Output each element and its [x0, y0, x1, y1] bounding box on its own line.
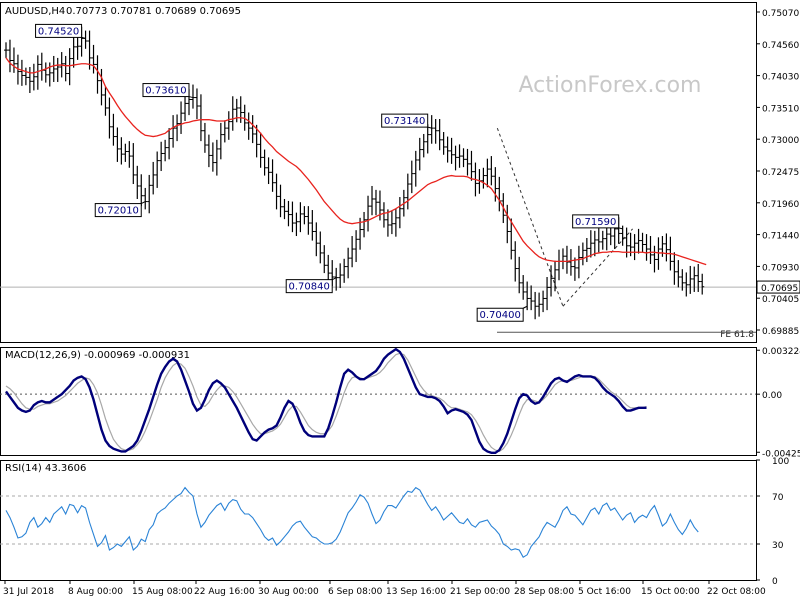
rsi-y-label: 100 [772, 457, 789, 467]
rsi-y-label: 70 [772, 493, 784, 503]
callout-box [285, 279, 333, 294]
callout-label: 0.70840 [289, 282, 330, 293]
projection-line [562, 228, 633, 307]
price-y-label: 0.75070 [762, 9, 799, 19]
price-y-label: 0.71960 [762, 200, 799, 210]
callout-box [35, 23, 83, 38]
price-y-label: 0.69885 [762, 327, 799, 337]
macd-y-label: 0.003224 [762, 347, 800, 357]
price-callout: 0.74520 [35, 23, 86, 39]
rsi-title: RSI(14) 43.3606 [5, 463, 86, 474]
macd-y-label: -0.004259 [762, 449, 800, 459]
price-y-label: 0.71440 [762, 232, 799, 242]
price-y-label: 0.74560 [762, 41, 799, 51]
callout-leader [188, 96, 194, 99]
last-price-marker [756, 280, 800, 294]
x-label: 30 Aug 00:00 [258, 587, 319, 597]
price-y-label: 0.72475 [762, 168, 799, 178]
macd-y-label: 0.00 [762, 391, 782, 401]
callout-label: 0.72010 [98, 206, 139, 217]
callout-box [142, 83, 190, 98]
symbol-label: AUDUSD,H4 [5, 6, 65, 17]
x-label: 15 Aug 08:00 [132, 587, 193, 597]
rsi-frame [0, 460, 757, 581]
projection-line [496, 127, 564, 307]
x-label: 6 Sep 08:00 [328, 587, 383, 597]
callout-leader [618, 227, 623, 230]
x-label: 22 Oct 08:00 [707, 587, 766, 597]
x-label: 22 Aug 16:00 [194, 587, 255, 597]
moving-average-line [5, 57, 707, 266]
rsi-panel [0, 486, 756, 558]
callout-label: 0.70400 [479, 310, 520, 321]
fib-label: FE 61.8 [720, 330, 754, 340]
callout-leader [141, 201, 146, 205]
x-label: 8 Aug 00:00 [68, 587, 123, 597]
macd-panel [0, 347, 756, 455]
price-y-label: 0.70405 [762, 295, 799, 305]
callout-leader [522, 305, 528, 309]
callout-label: 0.71590 [575, 217, 616, 228]
callout-box [94, 203, 142, 218]
macd-frame [0, 347, 757, 456]
callout-label: 0.73140 [384, 116, 425, 127]
price-panel: 0.74520 0.73610 0.72010 0.73140 0.70840 0.715… [0, 23, 756, 333]
watermark: ActionForex.com [519, 73, 702, 98]
price-y-label: 0.74030 [762, 73, 799, 83]
callout-box [476, 307, 524, 322]
callout-label: 0.73610 [145, 86, 186, 97]
macd-title: MACD(12,26,9) -0.000969 -0.000931 [5, 350, 190, 361]
rsi-y-label: 0 [772, 577, 778, 587]
x-label: 28 Sep 08:00 [514, 587, 574, 597]
rsi-y-label: 30 [772, 541, 784, 551]
price-callout: 0.73140 [381, 113, 432, 129]
callout-leader [427, 126, 432, 129]
callout-box [572, 214, 620, 229]
x-label: 13 Sep 16:00 [386, 587, 446, 597]
price-y-label: 0.73510 [762, 104, 799, 114]
price-y-label: 0.70930 [762, 263, 799, 273]
price-y-label: 0.73000 [762, 136, 799, 146]
price-callout: 0.70840 [285, 277, 337, 294]
x-label: 15 Oct 00:00 [641, 587, 700, 597]
panel-frames [0, 2, 757, 581]
macd-line [5, 347, 647, 455]
ohlc-label: 0.70773 0.70781 0.70689 0.70695 [66, 6, 241, 17]
last-price-label: 0.70695 [761, 284, 798, 294]
callout-box [381, 113, 429, 128]
price-callout: 0.70400 [476, 305, 528, 322]
price-callout: 0.72010 [94, 201, 146, 218]
callout-label: 0.74520 [38, 26, 79, 37]
price-callout: 0.73610 [142, 83, 194, 99]
callout-leader [331, 277, 337, 281]
callout-leader [81, 36, 86, 39]
x-label: 21 Sep 00:00 [450, 587, 510, 597]
x-label: 5 Oct 16:00 [578, 587, 631, 597]
rsi-line [5, 486, 699, 558]
price-frame [0, 2, 757, 343]
x-label: 31 Jul 2018 [3, 587, 54, 597]
price-callout: 0.71590 [572, 214, 623, 230]
axes: 0.75070 0.74560 0.74030 0.73510 0.73000 0.724… [3, 9, 800, 597]
